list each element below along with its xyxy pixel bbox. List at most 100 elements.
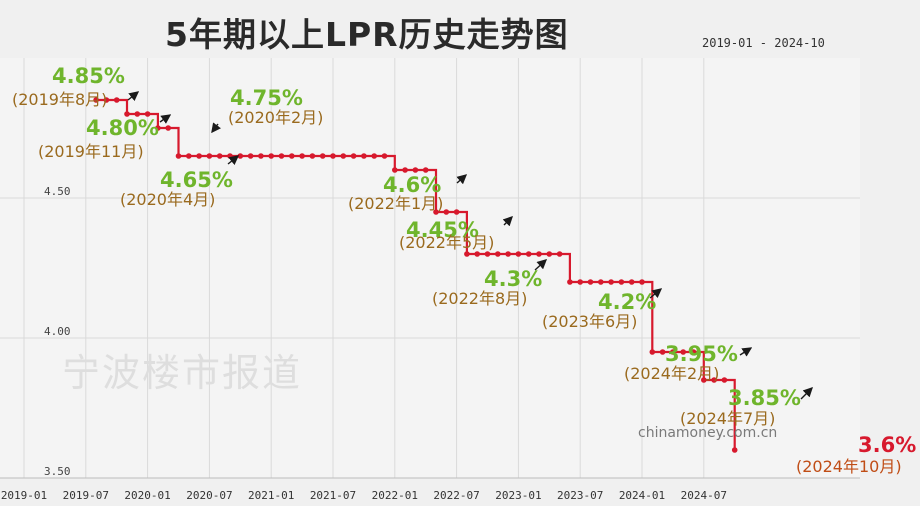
x-tick-label: 2019-01 [1,489,47,502]
data-point [227,153,233,159]
watermark-text: 宁波楼市报道 [62,351,303,395]
annotation-date: (2023年6月) [542,312,638,331]
annotation-date: (2022年8月) [432,289,528,308]
annotation-arrow [649,288,663,299]
annotation-rate: 4.45% [406,218,479,242]
x-tick-label: 2020-01 [124,489,170,502]
annotation-rate: 3.6% [858,433,917,457]
annotation-rate: 4.75% [230,86,303,110]
data-point [103,97,110,103]
annotation-arrow [502,216,513,227]
data-point [453,209,460,215]
annotation-date: (2024年2月) [624,364,720,383]
data-point [289,153,295,159]
data-point [433,209,439,215]
data-point [515,251,522,257]
data-point [402,167,408,173]
x-tick-label: 2023-01 [495,489,541,502]
data-point [165,125,171,131]
data-point [381,153,388,159]
data-point [392,167,398,173]
data-point [340,153,347,159]
data-point [258,153,264,159]
data-point [464,251,470,257]
data-point [567,279,573,285]
annotation-rate: 4.6% [383,173,442,197]
source-label: chinamoney.com.cn [638,425,778,441]
annotation-date: (2020年2月) [228,108,324,127]
data-point [216,153,223,159]
y-tick-label: 3.50 [44,465,71,478]
annotation-date: (2019年11月) [38,142,144,161]
data-point [670,349,676,355]
annotation-date: (2020年4月) [120,190,216,209]
x-tick-label: 2023-07 [557,489,603,502]
annotation-rate: 3.95% [665,342,738,366]
annotation-arrow [456,174,468,185]
data-point [556,251,563,257]
x-tick-label: 2021-01 [248,489,294,502]
annotation-date: (2022年1月) [348,194,444,213]
data-point [598,279,604,285]
data-point [134,111,141,117]
data-point [721,377,728,383]
data-point [608,279,614,285]
data-point [484,251,491,257]
annotation-date: (2019年8月) [12,90,108,109]
annotation-rate: 3.85% [728,386,801,410]
annotation-arrow [227,155,240,166]
data-point [299,153,305,159]
data-point [618,279,625,285]
data-point [422,167,429,173]
y-tick-label: 4.50 [44,185,71,198]
data-point [124,111,130,117]
data-point [93,97,99,103]
data-point [155,125,161,131]
data-point [525,251,532,257]
chart-title: 5年期以上LPR历史走势图 [165,15,569,54]
annotation-date: (2024年7月) [680,409,776,428]
data-point [546,251,553,257]
x-tick-label: 2020-07 [186,489,232,502]
data-point [474,251,481,257]
data-point [113,97,120,103]
data-point [711,377,717,383]
data-point [701,377,707,383]
data-point [361,153,367,159]
data-point [186,153,192,159]
data-point [659,349,666,355]
annotation-arrow [159,114,172,124]
annotation-date: (2024年10月) [796,457,902,476]
data-point [278,153,285,159]
date-range-label: 2019-01 - 2024-10 [702,36,825,50]
data-point [268,153,275,159]
data-point [577,279,583,285]
data-point [731,447,738,453]
y-tick-label: 4.00 [44,325,71,338]
x-tick-label: 2021-07 [310,489,356,502]
x-tick-label: 2022-01 [372,489,418,502]
data-point [628,279,635,285]
data-point [247,153,254,159]
annotation-rate: 4.85% [52,64,125,88]
data-point [690,349,697,355]
data-point [309,153,316,159]
data-point [206,153,213,159]
data-point [536,251,542,257]
annotation-rate: 4.2% [598,290,657,314]
annotation-rate: 4.65% [160,168,233,192]
data-point [680,349,686,355]
data-point [371,153,378,159]
data-point [443,209,450,215]
data-point [175,153,182,159]
x-tick-label: 2024-07 [681,489,727,502]
annotation-arrow [739,347,753,357]
data-point [330,153,336,159]
x-tick-label: 2019-07 [63,489,109,502]
data-point [412,167,419,173]
annotation-rate: 4.3% [484,267,543,291]
annotation-arrow [534,259,548,271]
data-point [237,153,244,159]
annotation-arrow [800,387,813,400]
x-tick-label: 2024-01 [619,489,665,502]
